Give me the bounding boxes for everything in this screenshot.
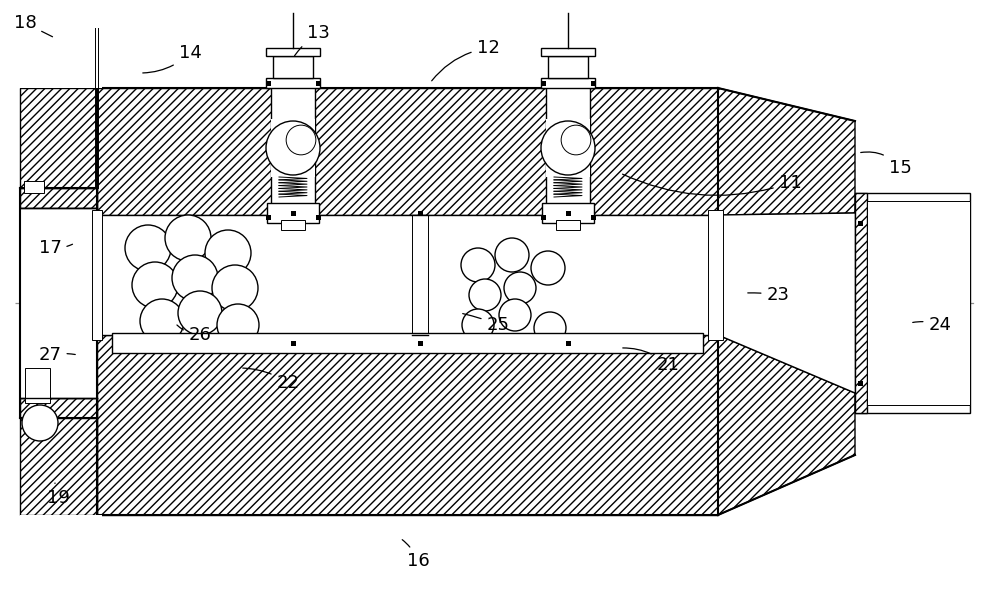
Text: 14: 14 bbox=[143, 44, 201, 73]
Text: 23: 23 bbox=[748, 286, 790, 304]
Bar bbox=[566, 210, 570, 215]
Bar bbox=[266, 215, 270, 219]
Circle shape bbox=[504, 272, 536, 304]
Text: 26: 26 bbox=[177, 325, 211, 344]
Circle shape bbox=[172, 255, 218, 301]
Bar bbox=[412, 215, 428, 335]
Bar bbox=[25, 368, 50, 403]
Bar bbox=[858, 221, 862, 226]
Text: 25: 25 bbox=[463, 314, 510, 334]
Bar bbox=[20, 208, 97, 398]
Bar bbox=[566, 341, 570, 346]
Bar bbox=[290, 210, 296, 215]
Text: 21: 21 bbox=[623, 348, 679, 374]
Circle shape bbox=[140, 299, 184, 343]
Circle shape bbox=[531, 251, 565, 285]
Circle shape bbox=[266, 121, 320, 175]
Circle shape bbox=[462, 309, 494, 341]
Bar bbox=[548, 56, 588, 78]
Circle shape bbox=[499, 299, 531, 331]
Text: 13: 13 bbox=[295, 24, 329, 55]
Circle shape bbox=[469, 279, 501, 311]
Circle shape bbox=[212, 265, 258, 311]
Text: 15: 15 bbox=[861, 152, 911, 177]
Bar bbox=[24, 181, 44, 193]
Bar bbox=[92, 210, 102, 340]
Circle shape bbox=[132, 262, 178, 308]
Bar bbox=[281, 220, 305, 230]
Text: 22: 22 bbox=[243, 368, 300, 392]
Bar bbox=[542, 203, 594, 223]
Circle shape bbox=[461, 248, 495, 282]
Circle shape bbox=[286, 125, 316, 155]
Bar bbox=[20, 188, 97, 208]
Bar bbox=[316, 80, 320, 86]
Circle shape bbox=[178, 291, 222, 335]
Text: 27: 27 bbox=[38, 346, 75, 364]
Polygon shape bbox=[718, 88, 855, 215]
Bar bbox=[97, 215, 718, 335]
Bar bbox=[546, 88, 590, 215]
Bar bbox=[590, 215, 596, 219]
Bar bbox=[271, 119, 315, 177]
Bar bbox=[266, 78, 320, 88]
Bar bbox=[266, 48, 320, 56]
Bar bbox=[556, 220, 580, 230]
Bar bbox=[540, 80, 546, 86]
Bar bbox=[541, 48, 595, 56]
Bar bbox=[20, 398, 97, 418]
Polygon shape bbox=[20, 418, 97, 515]
Bar bbox=[20, 398, 97, 418]
Bar bbox=[540, 215, 546, 219]
Circle shape bbox=[165, 215, 211, 261]
Bar bbox=[541, 78, 595, 88]
Bar bbox=[97, 88, 718, 215]
Text: 18: 18 bbox=[14, 14, 53, 37]
Text: 12: 12 bbox=[432, 39, 499, 81]
Bar bbox=[290, 341, 296, 346]
Text: 17: 17 bbox=[39, 239, 73, 257]
Bar bbox=[20, 515, 102, 555]
Circle shape bbox=[495, 238, 529, 272]
Text: 11: 11 bbox=[623, 174, 801, 195]
Circle shape bbox=[217, 304, 259, 346]
Circle shape bbox=[541, 121, 595, 175]
Circle shape bbox=[205, 230, 251, 276]
Bar bbox=[708, 210, 723, 340]
Circle shape bbox=[534, 312, 566, 344]
Text: 19: 19 bbox=[47, 483, 69, 507]
Text: 24: 24 bbox=[913, 316, 952, 334]
Bar bbox=[867, 201, 970, 405]
Bar bbox=[266, 80, 270, 86]
Polygon shape bbox=[718, 335, 855, 515]
Bar bbox=[97, 335, 718, 515]
Bar bbox=[855, 193, 867, 413]
Bar bbox=[97, 335, 718, 515]
Polygon shape bbox=[718, 213, 855, 393]
Bar bbox=[20, 48, 102, 88]
Bar bbox=[112, 333, 703, 353]
Bar bbox=[271, 88, 315, 215]
Circle shape bbox=[22, 405, 58, 441]
Bar bbox=[418, 210, 422, 215]
Bar bbox=[546, 119, 590, 177]
Bar bbox=[418, 341, 422, 346]
Bar bbox=[97, 88, 718, 215]
Bar bbox=[590, 80, 596, 86]
Bar bbox=[855, 193, 970, 413]
Bar bbox=[316, 215, 320, 219]
Circle shape bbox=[125, 225, 171, 271]
Circle shape bbox=[561, 125, 591, 155]
Text: 16: 16 bbox=[402, 540, 429, 570]
Bar bbox=[267, 203, 319, 223]
Bar bbox=[855, 193, 867, 413]
Bar bbox=[20, 188, 97, 208]
Polygon shape bbox=[20, 88, 97, 188]
Bar bbox=[858, 380, 862, 385]
Bar bbox=[273, 56, 313, 78]
